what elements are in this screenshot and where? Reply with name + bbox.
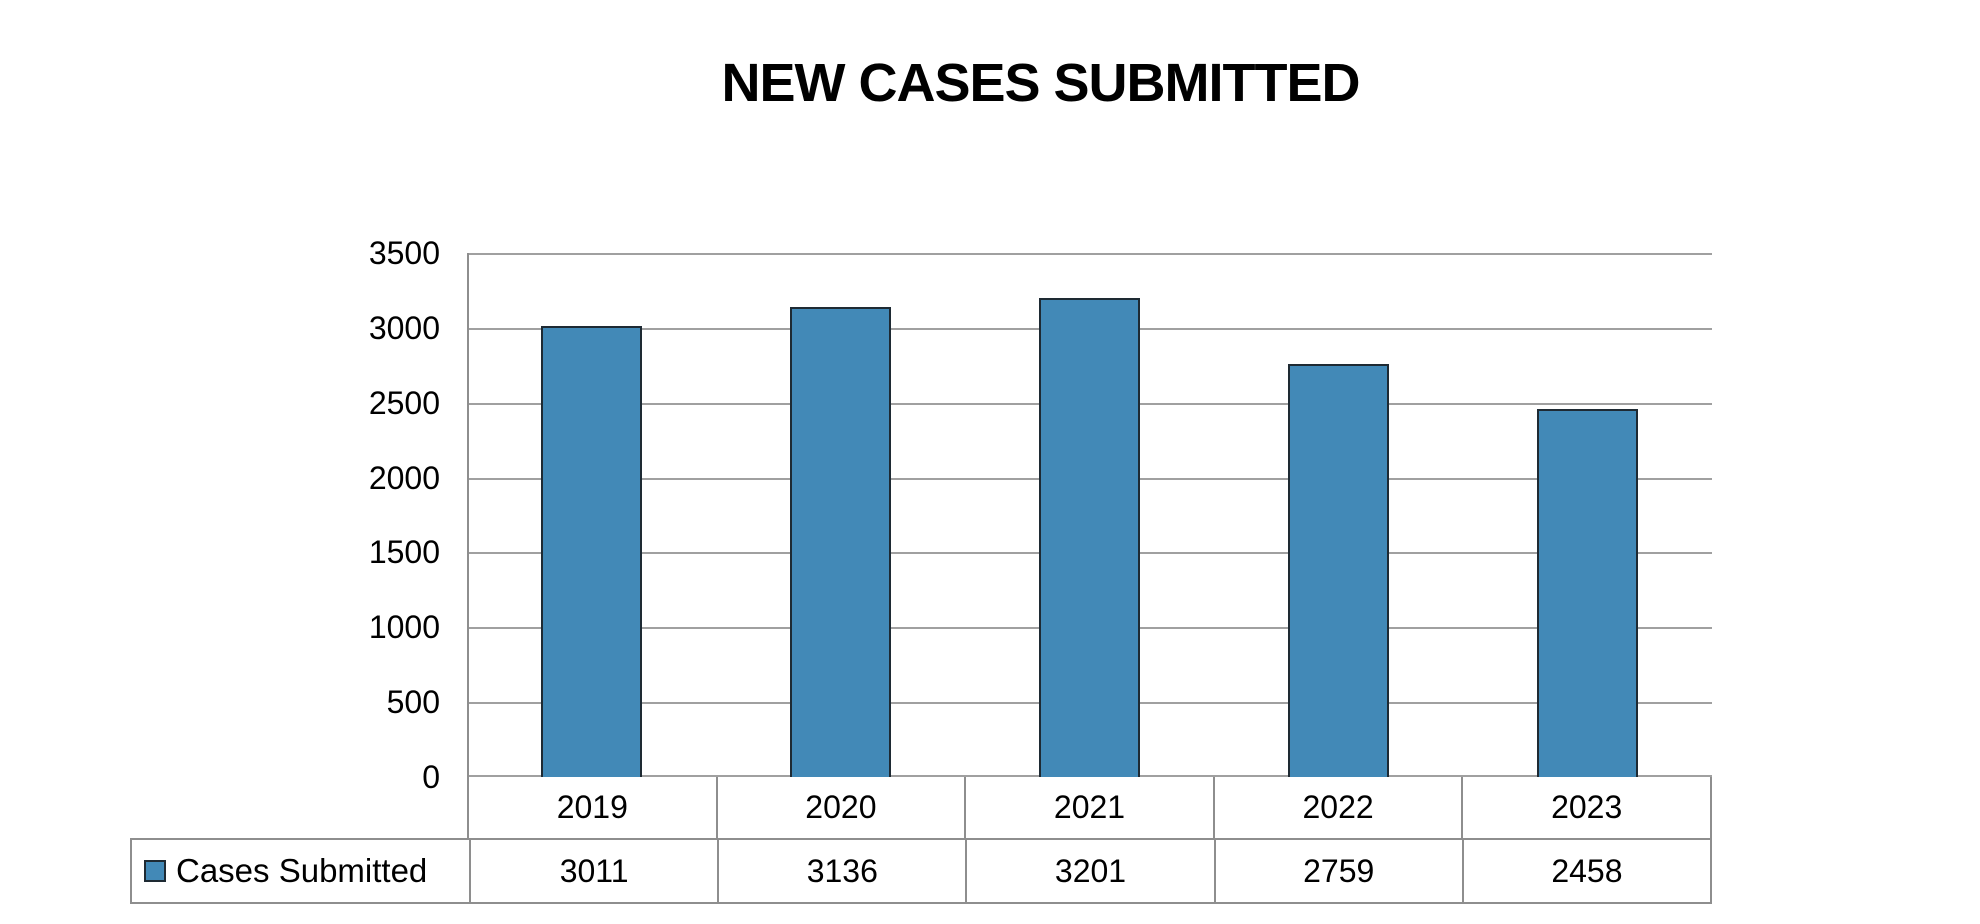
chart-title: NEW CASES SUBMITTED xyxy=(721,53,1360,113)
data-table-row: Cases Submitted 3011 3136 3201 2759 2458 xyxy=(130,838,1712,904)
category-cell-2019: 2019 xyxy=(467,777,716,838)
bar-2020 xyxy=(790,307,891,777)
category-cell-2020: 2020 xyxy=(715,777,965,838)
value-cell-2020: 3136 xyxy=(717,840,965,902)
plot-area xyxy=(467,253,1712,777)
legend-label: Cases Submitted xyxy=(176,852,428,889)
y-axis-label: 1500 xyxy=(368,534,440,570)
category-cell-2022: 2022 xyxy=(1212,777,1462,838)
x-axis-table-categories: 2019 2020 2021 2022 2023 xyxy=(467,777,1712,838)
bar-2019 xyxy=(541,326,642,777)
legend-cell: Cases Submitted xyxy=(132,840,469,902)
y-axis: 3500 3000 2500 2000 1500 1000 500 0 xyxy=(280,237,440,793)
category-cell-2023: 2023 xyxy=(1461,777,1710,838)
legend-marker-icon xyxy=(144,860,166,882)
y-axis-label: 1000 xyxy=(368,609,440,645)
value-cell-2019: 3011 xyxy=(469,840,717,902)
y-axis-label: 2000 xyxy=(368,460,440,496)
bar-2021 xyxy=(1039,298,1140,777)
value-cell-2023: 2458 xyxy=(1461,840,1710,902)
bar-2023 xyxy=(1537,409,1638,777)
category-cell-2021: 2021 xyxy=(964,777,1213,838)
y-axis-label: 2500 xyxy=(368,385,440,421)
gridline xyxy=(469,253,1712,255)
y-axis-label: 3500 xyxy=(368,235,440,271)
y-axis-label: 3000 xyxy=(368,310,440,346)
y-axis-label: 500 xyxy=(386,684,440,720)
value-cell-2021: 3201 xyxy=(965,840,1213,902)
value-cell-2022: 2759 xyxy=(1213,840,1462,902)
y-axis-label: 0 xyxy=(422,759,440,795)
bar-2022 xyxy=(1288,364,1389,777)
